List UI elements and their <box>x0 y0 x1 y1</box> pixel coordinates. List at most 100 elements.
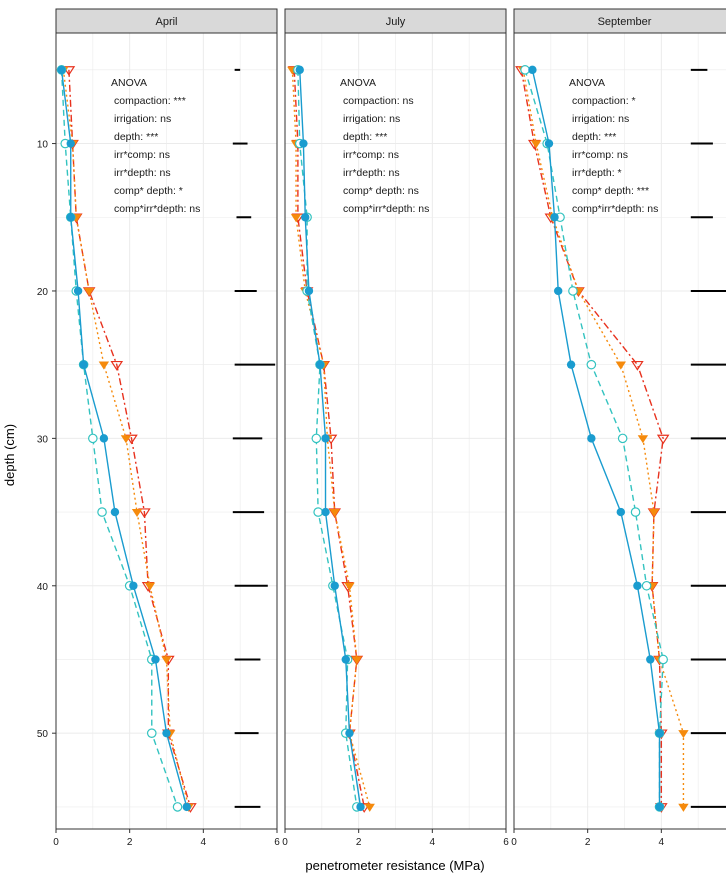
anova-annotation: ANOVA compaction: ns irrigation: ns depth: … <box>340 77 429 215</box>
strip-label: April <box>155 16 177 28</box>
anova-annotation: ANOVA compaction: *** irrigation: ns depth:… <box>111 77 200 215</box>
anova-line: comp* depth: ns <box>343 185 419 197</box>
data-point <box>151 655 160 664</box>
anova-line: compaction: *** <box>114 95 186 107</box>
data-point <box>88 433 98 444</box>
data-point <box>131 508 143 518</box>
anova-line: compaction: * <box>572 95 636 107</box>
anova-line: irrigation: ns <box>114 113 171 125</box>
anova-line: irrigation: ns <box>343 113 400 125</box>
x-tick-label: 2 <box>356 837 362 848</box>
series-s1 <box>528 65 664 812</box>
x-axis: 0 2 4 6 <box>53 829 280 848</box>
y-axis-title: depth (cm) <box>2 424 17 486</box>
data-point <box>120 435 132 444</box>
data-point <box>315 360 325 369</box>
series-line <box>60 69 179 808</box>
x-tick-label: 4 <box>659 837 665 848</box>
data-point <box>655 802 664 812</box>
x-tick-label: 6 <box>274 837 280 848</box>
anova-line: irrigation: ns <box>572 113 629 125</box>
data-point <box>630 507 641 517</box>
series-line <box>293 69 365 808</box>
data-point <box>110 507 120 517</box>
data-point <box>544 139 554 148</box>
data-point <box>144 582 156 591</box>
data-point <box>97 507 107 517</box>
data-point <box>658 654 668 665</box>
data-point <box>162 728 171 738</box>
panel-border <box>513 32 726 830</box>
data-point <box>321 434 330 443</box>
data-point <box>146 728 157 738</box>
anova-line: comp*irr*depth: ns <box>343 203 429 215</box>
data-point <box>83 287 95 296</box>
data-point <box>311 433 322 444</box>
strip-background <box>513 8 726 34</box>
x-tick-label: 4 <box>201 837 207 848</box>
y-tick-label: 40 <box>37 582 49 593</box>
data-point <box>616 507 626 517</box>
y-axis: 10 20 30 40 50 <box>37 140 56 740</box>
panel-july: July ANOVA compaction: ns irrigation: ns dep… <box>282 8 509 848</box>
data-point <box>586 359 597 370</box>
panel-border <box>284 32 507 830</box>
data-point <box>554 286 563 296</box>
gridlines <box>285 33 506 829</box>
data-point <box>633 581 642 590</box>
data-point <box>125 434 138 445</box>
x-axis-title: penetrometer resistance (MPa) <box>305 858 484 873</box>
data-point <box>66 139 75 148</box>
data-point <box>655 728 664 738</box>
data-point <box>615 361 627 370</box>
data-point <box>99 434 109 443</box>
lsd-bars <box>232 68 276 808</box>
anova-annotation: ANOVA compaction: * irrigation: ns depth: *… <box>569 77 658 215</box>
panel-september: September ANOVA compaction: * irrigation: n… <box>511 8 726 848</box>
x-tick-label: 2 <box>585 837 591 848</box>
anova-title: ANOVA <box>569 77 605 89</box>
data-point <box>73 286 83 296</box>
anova-line: depth: *** <box>343 131 387 143</box>
data-point <box>301 213 310 222</box>
x-tick-label: 0 <box>53 837 59 848</box>
y-tick-label: 50 <box>37 729 49 740</box>
strip-background <box>284 8 507 34</box>
anova-line: irr*comp: ns <box>343 149 399 161</box>
data-point <box>172 802 183 812</box>
data-point <box>364 803 375 812</box>
data-point <box>351 656 363 665</box>
data-point <box>520 65 530 75</box>
y-tick-label: 20 <box>37 287 49 298</box>
anova-line: depth: *** <box>114 131 158 143</box>
strip-label: September <box>598 16 652 28</box>
data-point <box>66 213 75 222</box>
data-point <box>330 581 339 590</box>
data-point <box>138 508 151 519</box>
x-tick-label: 0 <box>511 837 517 848</box>
data-point <box>637 435 649 444</box>
strip-label: July <box>386 16 406 28</box>
data-point <box>129 581 138 590</box>
anova-line: irr*depth: * <box>572 167 622 179</box>
data-point <box>587 434 596 443</box>
anova-title: ANOVA <box>111 77 147 89</box>
data-point <box>110 360 124 371</box>
data-point <box>656 434 670 445</box>
data-point <box>646 655 655 664</box>
data-point <box>321 507 330 517</box>
data-point <box>304 286 314 296</box>
anova-line: irr*comp: ns <box>572 149 628 161</box>
data-point <box>356 802 365 812</box>
data-point <box>617 433 628 444</box>
anova-line: comp* depth: *** <box>572 185 649 197</box>
y-tick-label: 10 <box>37 140 49 151</box>
data-point <box>341 655 350 664</box>
x-tick-label: 2 <box>127 837 133 848</box>
panel-april: April ANOVA compaction: *** irrigation: ns d… <box>53 8 280 848</box>
series-s3 <box>58 66 194 812</box>
anova-line: irr*depth: ns <box>343 167 400 179</box>
anova-title: ANOVA <box>340 77 376 89</box>
